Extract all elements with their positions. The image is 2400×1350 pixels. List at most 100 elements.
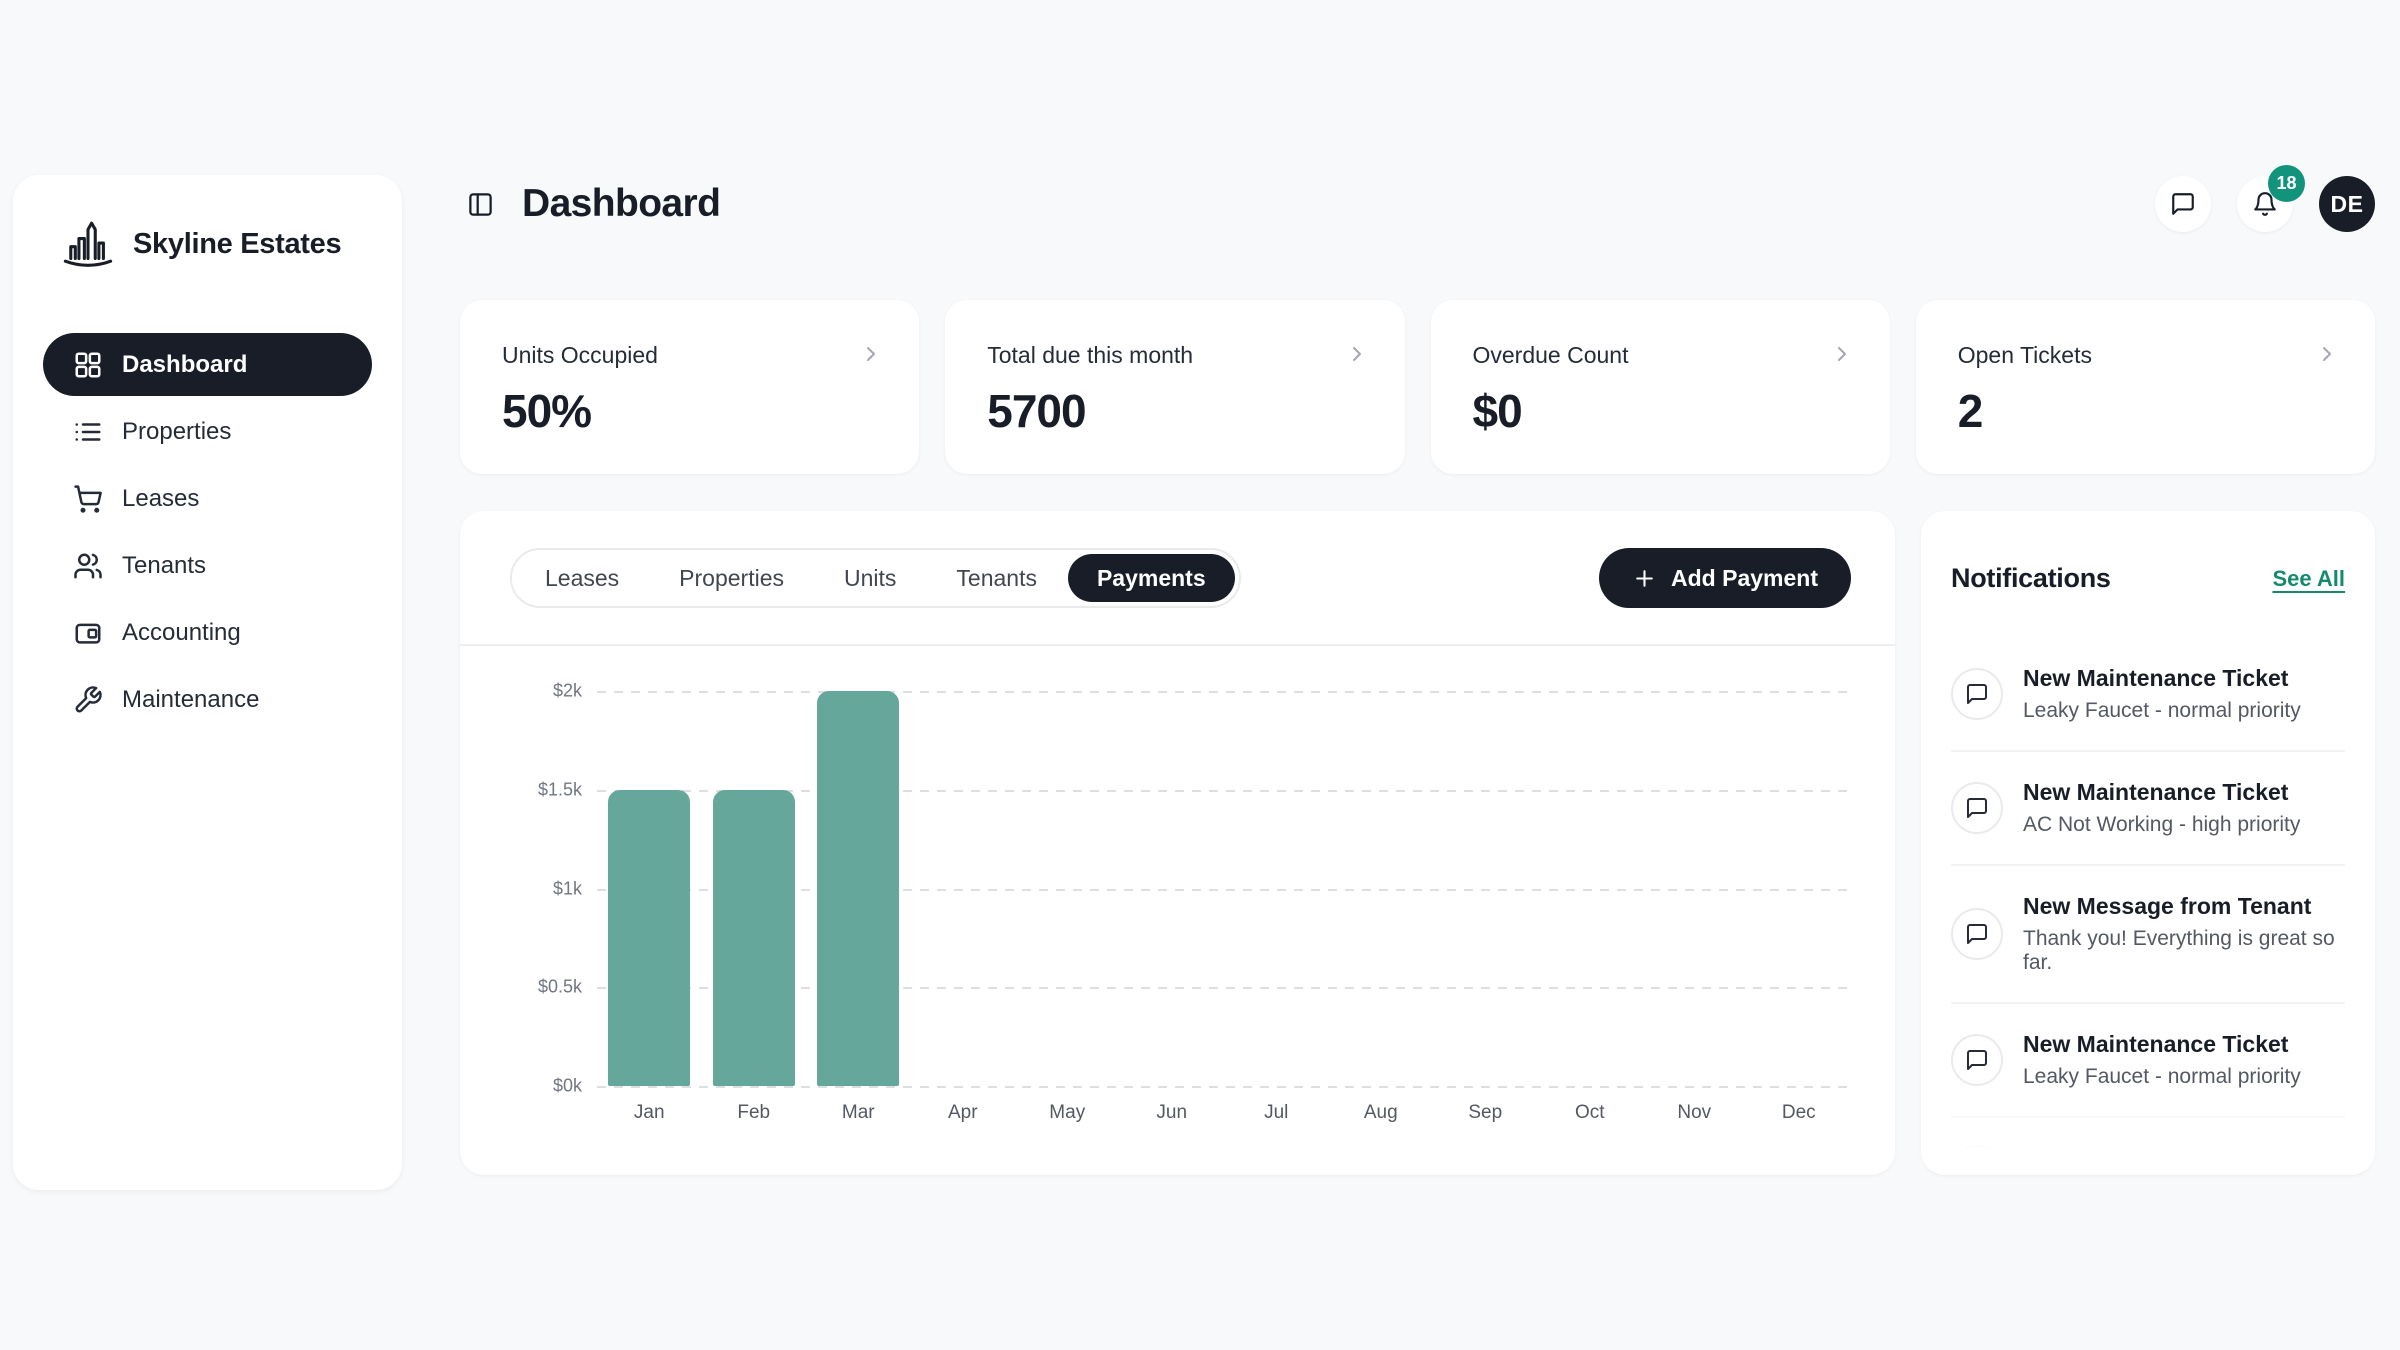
notification-list-item[interactable]: New Maintenance Ticket AC Not Working - h…: [1951, 752, 2345, 866]
notifications-header: Notifications See All: [1951, 563, 2345, 594]
chat-bubble-icon: [1951, 908, 2003, 960]
payments-bar-chart: $2k $1.5k $1k $0.5k $0k Jan Feb Mar Apr May Jun Jul…: [460, 511, 1895, 1175]
chat-bubble-icon: [2170, 191, 2196, 217]
y-axis-tick: $1k: [552, 878, 582, 898]
x-axis-tick: May: [1049, 1102, 1086, 1123]
sidebar-item-dashboard[interactable]: Dashboard: [43, 333, 372, 396]
bar-slot-jan: [597, 691, 702, 1086]
stat-card-units-occupied[interactable]: Units Occupied 50%: [460, 300, 920, 474]
tab-payments[interactable]: Payments: [1067, 554, 1235, 602]
notification-count-badge: 18: [2268, 165, 2305, 202]
tab-leases[interactable]: Leases: [516, 554, 648, 602]
notification-list-item[interactable]: New Maintenance Ticket Leaky Faucet - nor…: [1951, 638, 2345, 752]
chat-bubble-icon: [1951, 668, 2003, 720]
bar-slot-nov: [1642, 691, 1747, 1086]
panel-left-icon: [467, 191, 494, 218]
notifications-button[interactable]: 18: [2237, 165, 2305, 232]
sidebar-item-label: Dashboard: [122, 350, 248, 378]
tab-units[interactable]: Units: [815, 554, 925, 602]
add-payment-label: Add Payment: [1671, 564, 1818, 591]
sidebar-item-accounting[interactable]: Accounting: [43, 601, 372, 664]
stat-card-value: $0: [1472, 385, 1523, 437]
chat-bubble-icon: [1951, 1145, 2003, 1175]
y-axis-tick: $0k: [552, 1075, 582, 1096]
gridline: [597, 691, 1851, 693]
sidebar-nav: Dashboard Properties Leases Tenants Accounti…: [43, 333, 372, 731]
x-axis-tick: Nov: [1677, 1102, 1712, 1123]
x-axis-tick: Apr: [947, 1102, 978, 1123]
stat-card-label: Overdue Count: [1472, 342, 1629, 368]
stat-card-total-due[interactable]: Total due this month 5700: [945, 300, 1405, 474]
sidebar: Skyline Estates Dashboard Properties Lease…: [13, 175, 402, 1190]
notifications-heading: Notifications: [1951, 563, 2111, 593]
sidebar-item-leases[interactable]: Leases: [43, 467, 372, 530]
stat-card-value: 5700: [987, 385, 1086, 437]
notification-list-item-partial: [1951, 1118, 2345, 1175]
bar-slot-may: [1015, 691, 1120, 1086]
stat-cards-row: Units Occupied 50% Total due this month 570…: [460, 300, 2375, 474]
notification-text: New Maintenance Ticket AC Not Working - h…: [2023, 779, 2300, 837]
bar-slot-aug: [1329, 691, 1434, 1086]
y-axis-tick: $2k: [552, 680, 582, 701]
stat-card-open-tickets[interactable]: Open Tickets 2: [1915, 300, 2375, 474]
notification-subtitle: AC Not Working - high priority: [2023, 813, 2301, 836]
brand: Skyline Estates: [43, 215, 372, 273]
page-header: Dashboard 18 DE: [460, 165, 2375, 236]
x-axis-tick: Jun: [1156, 1102, 1188, 1123]
notification-list-item[interactable]: New Message from Tenant Thank you! Everyt…: [1951, 866, 2345, 1004]
gridline: [597, 888, 1851, 891]
wrench-icon: [73, 685, 103, 715]
notification-title: New Maintenance Ticket: [2023, 779, 2289, 805]
messages-button[interactable]: [2155, 176, 2211, 232]
bell-icon: [2252, 191, 2278, 217]
notification-text: New Maintenance Ticket Leaky Faucet - nor…: [2023, 665, 2301, 723]
chevron-right-icon: [859, 342, 883, 366]
content-tabs: Leases Properties Units Tenants Payments: [510, 548, 1241, 608]
sidebar-item-label: Maintenance: [122, 685, 260, 713]
chat-bubble-icon: [1951, 782, 2003, 834]
bar-slot-feb: [702, 691, 807, 1086]
stat-card-value: 2: [1957, 385, 1984, 437]
notifications-list: New Maintenance Ticket Leaky Faucet - nor…: [1951, 638, 2345, 1175]
list-icon: [73, 417, 103, 447]
stat-card-overdue-count[interactable]: Overdue Count $0: [1430, 300, 1890, 474]
user-avatar[interactable]: DE: [2319, 176, 2375, 232]
y-axis-tick: $0.5k: [537, 976, 582, 997]
sidebar-item-label: Accounting: [122, 618, 241, 646]
tab-properties[interactable]: Properties: [650, 554, 813, 602]
plus-icon: [1632, 566, 1657, 591]
gridline: [597, 987, 1851, 990]
payments-panel: Leases Properties Units Tenants Payments Add…: [460, 511, 1895, 1175]
chat-bubble-icon: [1951, 1034, 2003, 1086]
bar-slot-sep: [1433, 691, 1538, 1086]
x-axis-labels: Jan Feb Mar Apr May Jun Jul Aug Sep Oct Nov Dec: [597, 1102, 1851, 1124]
sidebar-toggle-button[interactable]: [460, 184, 500, 224]
cart-icon: [73, 484, 103, 514]
header-actions: 18 DE: [2155, 165, 2375, 232]
bar-slot-jun: [1120, 691, 1225, 1086]
bar-mar: [817, 691, 900, 1086]
sidebar-item-properties[interactable]: Properties: [43, 400, 372, 463]
notification-text: New Message from Tenant Thank you! Everyt…: [2023, 893, 2345, 975]
sidebar-item-label: Leases: [122, 484, 200, 512]
sidebar-item-tenants[interactable]: Tenants: [43, 534, 372, 597]
chevron-right-icon: [2315, 342, 2339, 366]
x-axis-tick: Mar: [841, 1102, 875, 1123]
notification-subtitle: Leaky Faucet - normal priority: [2023, 1065, 2301, 1088]
notification-subtitle: Thank you! Everything is great so far.: [2023, 927, 2335, 974]
gridline: [597, 789, 1851, 792]
brand-name: Skyline Estates: [133, 227, 342, 260]
notification-title: New Maintenance Ticket: [2023, 665, 2289, 691]
stat-card-label: Units Occupied: [502, 342, 658, 368]
dashboard-grid-icon: [73, 350, 103, 380]
chevron-right-icon: [1830, 342, 1854, 366]
sidebar-item-maintenance[interactable]: Maintenance: [43, 668, 372, 731]
add-payment-button[interactable]: Add Payment: [1599, 548, 1851, 608]
tab-tenants[interactable]: Tenants: [927, 554, 1066, 602]
x-axis-tick: Aug: [1363, 1102, 1398, 1123]
stat-card-value: 50%: [502, 385, 592, 437]
x-axis-tick: Oct: [1574, 1102, 1605, 1123]
users-icon: [73, 551, 103, 581]
see-all-link[interactable]: See All: [2272, 565, 2345, 591]
notification-list-item[interactable]: New Maintenance Ticket Leaky Faucet - nor…: [1951, 1004, 2345, 1118]
